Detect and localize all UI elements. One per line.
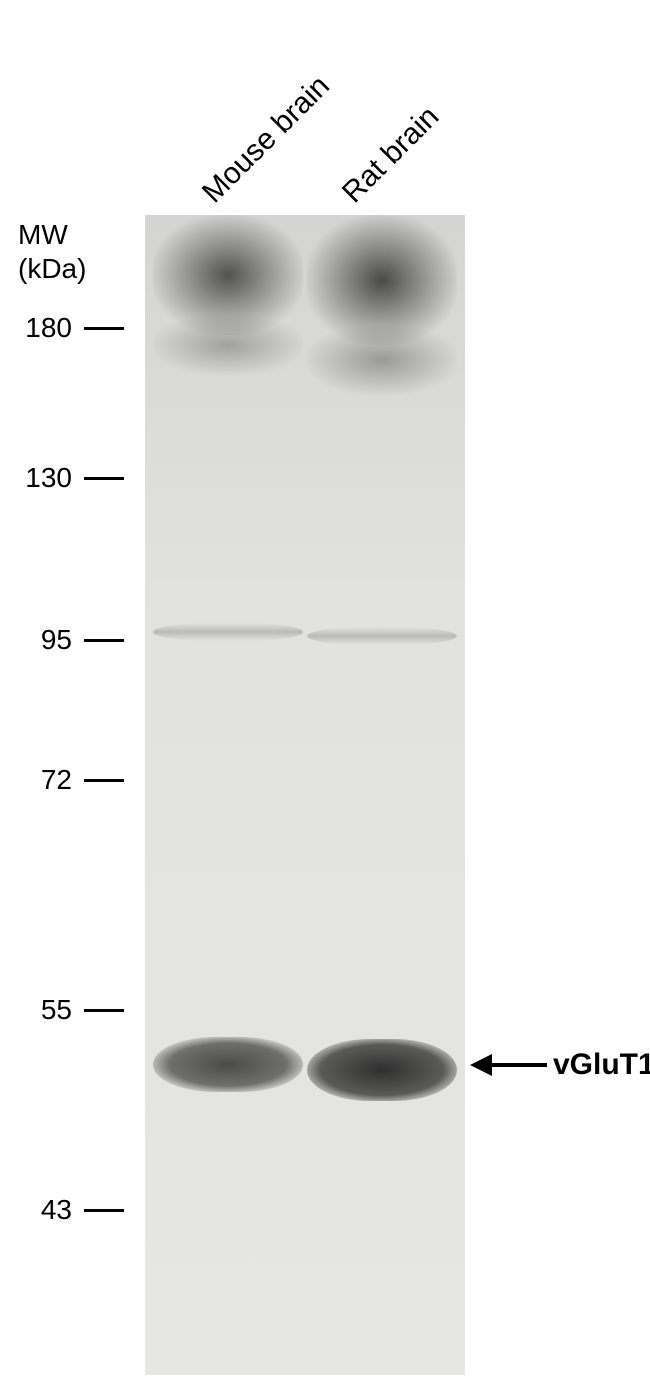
marker-value: 130 bbox=[0, 462, 72, 494]
lane-label-1: Mouse brain bbox=[196, 69, 337, 210]
marker-tick bbox=[84, 639, 124, 642]
marker-tick bbox=[84, 327, 124, 330]
target-label-row: vGluT1 bbox=[470, 1048, 650, 1082]
target-protein-name: vGluT1 bbox=[553, 1048, 650, 1082]
lane-mouse-brain bbox=[153, 215, 303, 1375]
main-band-vglut1 bbox=[153, 1037, 303, 1092]
marker-tick bbox=[84, 1209, 124, 1212]
top-smear-2 bbox=[307, 325, 457, 395]
faint-band-95 bbox=[307, 627, 457, 645]
mw-line2: (kDa) bbox=[18, 252, 86, 286]
lane-label-text: Rat brain bbox=[336, 100, 445, 209]
marker-value: 180 bbox=[0, 312, 72, 344]
main-band-vglut1 bbox=[307, 1039, 457, 1101]
top-smear-2 bbox=[153, 315, 303, 375]
marker-72: 72 bbox=[0, 764, 124, 796]
faint-band-95 bbox=[153, 623, 303, 641]
mw-header: MW (kDa) bbox=[18, 218, 86, 285]
marker-tick bbox=[84, 477, 124, 480]
marker-value: 72 bbox=[0, 764, 72, 796]
marker-55: 55 bbox=[0, 994, 124, 1026]
arrow-head-icon bbox=[470, 1054, 492, 1076]
marker-tick bbox=[84, 1009, 124, 1012]
lane-rat-brain bbox=[307, 215, 457, 1375]
marker-43: 43 bbox=[0, 1194, 124, 1226]
marker-180: 180 bbox=[0, 312, 124, 344]
lane-label-text: Mouse brain bbox=[196, 69, 336, 209]
figure-container: Mouse brain Rat brain MW (kDa) 180 130 9… bbox=[0, 0, 650, 1393]
marker-value: 55 bbox=[0, 994, 72, 1026]
marker-95: 95 bbox=[0, 624, 124, 656]
lane-label-2: Rat brain bbox=[336, 100, 446, 210]
western-blot-image bbox=[145, 215, 465, 1375]
marker-value: 43 bbox=[0, 1194, 72, 1226]
marker-130: 130 bbox=[0, 462, 124, 494]
marker-value: 95 bbox=[0, 624, 72, 656]
arrow-line bbox=[492, 1063, 547, 1067]
marker-tick bbox=[84, 779, 124, 782]
mw-line1: MW bbox=[18, 218, 86, 252]
